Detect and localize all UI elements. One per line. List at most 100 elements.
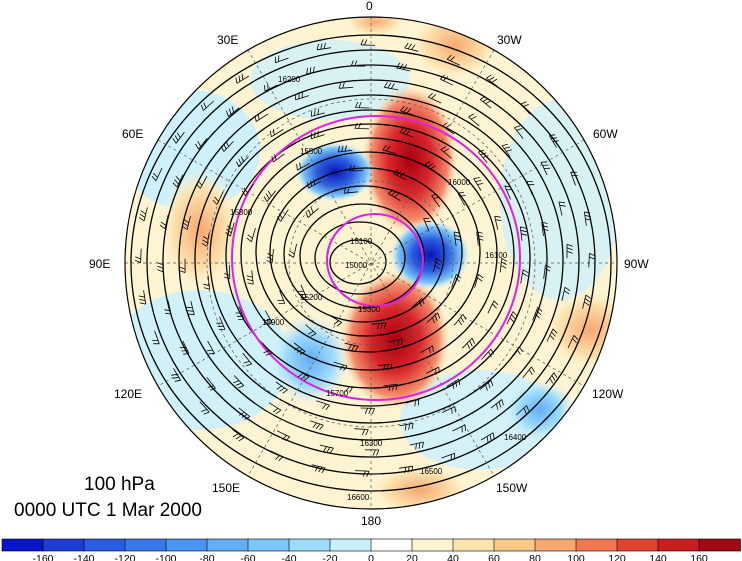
wind-barb xyxy=(541,221,549,237)
contour-label: 16000 xyxy=(448,178,471,187)
wind-barb xyxy=(333,361,348,372)
wind-barb xyxy=(354,122,369,130)
wind-barb xyxy=(329,315,342,327)
map-border xyxy=(124,16,618,510)
wind-barb xyxy=(364,449,380,456)
wind-barb xyxy=(274,55,289,64)
wind-barb xyxy=(276,430,290,442)
lon-label-120w: 120W xyxy=(592,387,624,401)
wind-barb xyxy=(186,301,195,316)
lon-label-60w: 60W xyxy=(593,127,618,141)
contour-label: 16100 xyxy=(485,251,508,260)
wind-barb xyxy=(350,60,366,67)
wind-barb xyxy=(510,346,523,359)
wind-barb xyxy=(476,231,484,246)
contour-label: 16500 xyxy=(420,467,443,476)
valid-time-caption: 0000 UTC 1 Mar 2000 xyxy=(14,500,202,521)
wind-barb xyxy=(481,348,494,360)
wind-barb xyxy=(159,215,169,230)
wind-barb xyxy=(220,140,234,152)
contour-label: 15800 xyxy=(230,208,253,217)
lon-label-90e: 90E xyxy=(89,257,110,271)
wind-barb xyxy=(400,105,414,116)
wind-barb xyxy=(451,273,462,288)
wind-barb xyxy=(522,366,535,379)
wind-barb xyxy=(479,380,494,391)
colorbar-swatch xyxy=(42,538,85,552)
wind-barb xyxy=(138,207,148,222)
wind-barb xyxy=(296,162,310,171)
colorbar-tick-label: 140 xyxy=(649,553,667,561)
wind-barb xyxy=(423,217,431,232)
wind-barb xyxy=(216,316,226,330)
wind-barb xyxy=(479,96,492,109)
wind-barb xyxy=(566,243,573,259)
colorbar-tick-label: -40 xyxy=(281,553,296,561)
wind-barb xyxy=(348,165,364,172)
contour-label: 16600 xyxy=(347,493,370,502)
lon-label-150e: 150E xyxy=(212,481,240,495)
wind-barb xyxy=(206,340,215,355)
wind-barb xyxy=(276,209,289,222)
colorbar-swatch xyxy=(329,538,372,552)
wind-barb xyxy=(235,73,250,84)
wind-barb xyxy=(427,312,441,324)
wind-barb xyxy=(246,270,254,285)
wind-barb xyxy=(377,363,393,371)
lon-label-30e: 30E xyxy=(217,33,238,47)
wind-barb xyxy=(288,243,297,258)
wind-barb xyxy=(426,366,440,375)
wind-barb xyxy=(409,441,424,450)
wind-barb xyxy=(411,298,425,308)
wind-barb xyxy=(452,424,466,433)
contour-label: 15000 xyxy=(345,261,368,270)
wind-barb xyxy=(181,216,191,230)
wind-barb xyxy=(264,83,278,92)
wind-barb xyxy=(567,335,579,349)
wind-barb xyxy=(223,264,231,280)
wind-barb xyxy=(588,253,596,268)
lon-label-120e: 120E xyxy=(114,387,142,401)
contour-label: 16300 xyxy=(360,439,383,448)
wind-barb xyxy=(164,300,172,315)
lon-label-180: 180 xyxy=(361,514,381,528)
wind-barb xyxy=(297,284,307,299)
wind-barb xyxy=(307,178,321,189)
wind-barb xyxy=(355,101,370,109)
wind-barb xyxy=(388,189,401,201)
wind-barb xyxy=(405,399,420,407)
wind-barb xyxy=(474,273,484,288)
colorbar-swatch xyxy=(288,538,331,552)
wind-barb xyxy=(309,420,324,431)
colorbar-tick-label: -60 xyxy=(240,553,255,561)
colorbar-swatch xyxy=(698,538,741,552)
wind-barb xyxy=(246,228,256,243)
wind-barb xyxy=(199,401,210,415)
wind-barb xyxy=(306,66,321,75)
wind-barb xyxy=(152,330,160,345)
colorbar-swatch xyxy=(616,538,659,552)
contour-label: 15700 xyxy=(326,389,349,398)
wind-barb xyxy=(225,222,235,237)
wind-barb xyxy=(486,74,498,87)
wind-barb xyxy=(360,39,375,46)
wind-barb xyxy=(431,193,441,208)
contour-label: 16200 xyxy=(278,75,301,84)
wind-barb xyxy=(420,345,434,354)
wind-barb xyxy=(516,405,530,416)
wind-barb xyxy=(354,428,369,436)
wind-barb xyxy=(316,400,330,411)
wind-barb xyxy=(266,249,274,264)
wind-barb xyxy=(540,161,551,176)
colorbar-swatch xyxy=(370,538,413,552)
colorbar-tick-label: 160 xyxy=(690,553,708,561)
wind-barb xyxy=(172,131,185,144)
lon-label-30w: 30W xyxy=(497,33,522,47)
colorbar-tick-label: -120 xyxy=(114,553,135,561)
colorbar-swatch xyxy=(165,538,208,552)
colorbar-swatch xyxy=(247,538,290,552)
wind-barb xyxy=(179,258,186,273)
wind-barb xyxy=(393,169,407,181)
contour-labels: 15000 15100 15200 15300 15500 15700 1580… xyxy=(230,75,527,502)
